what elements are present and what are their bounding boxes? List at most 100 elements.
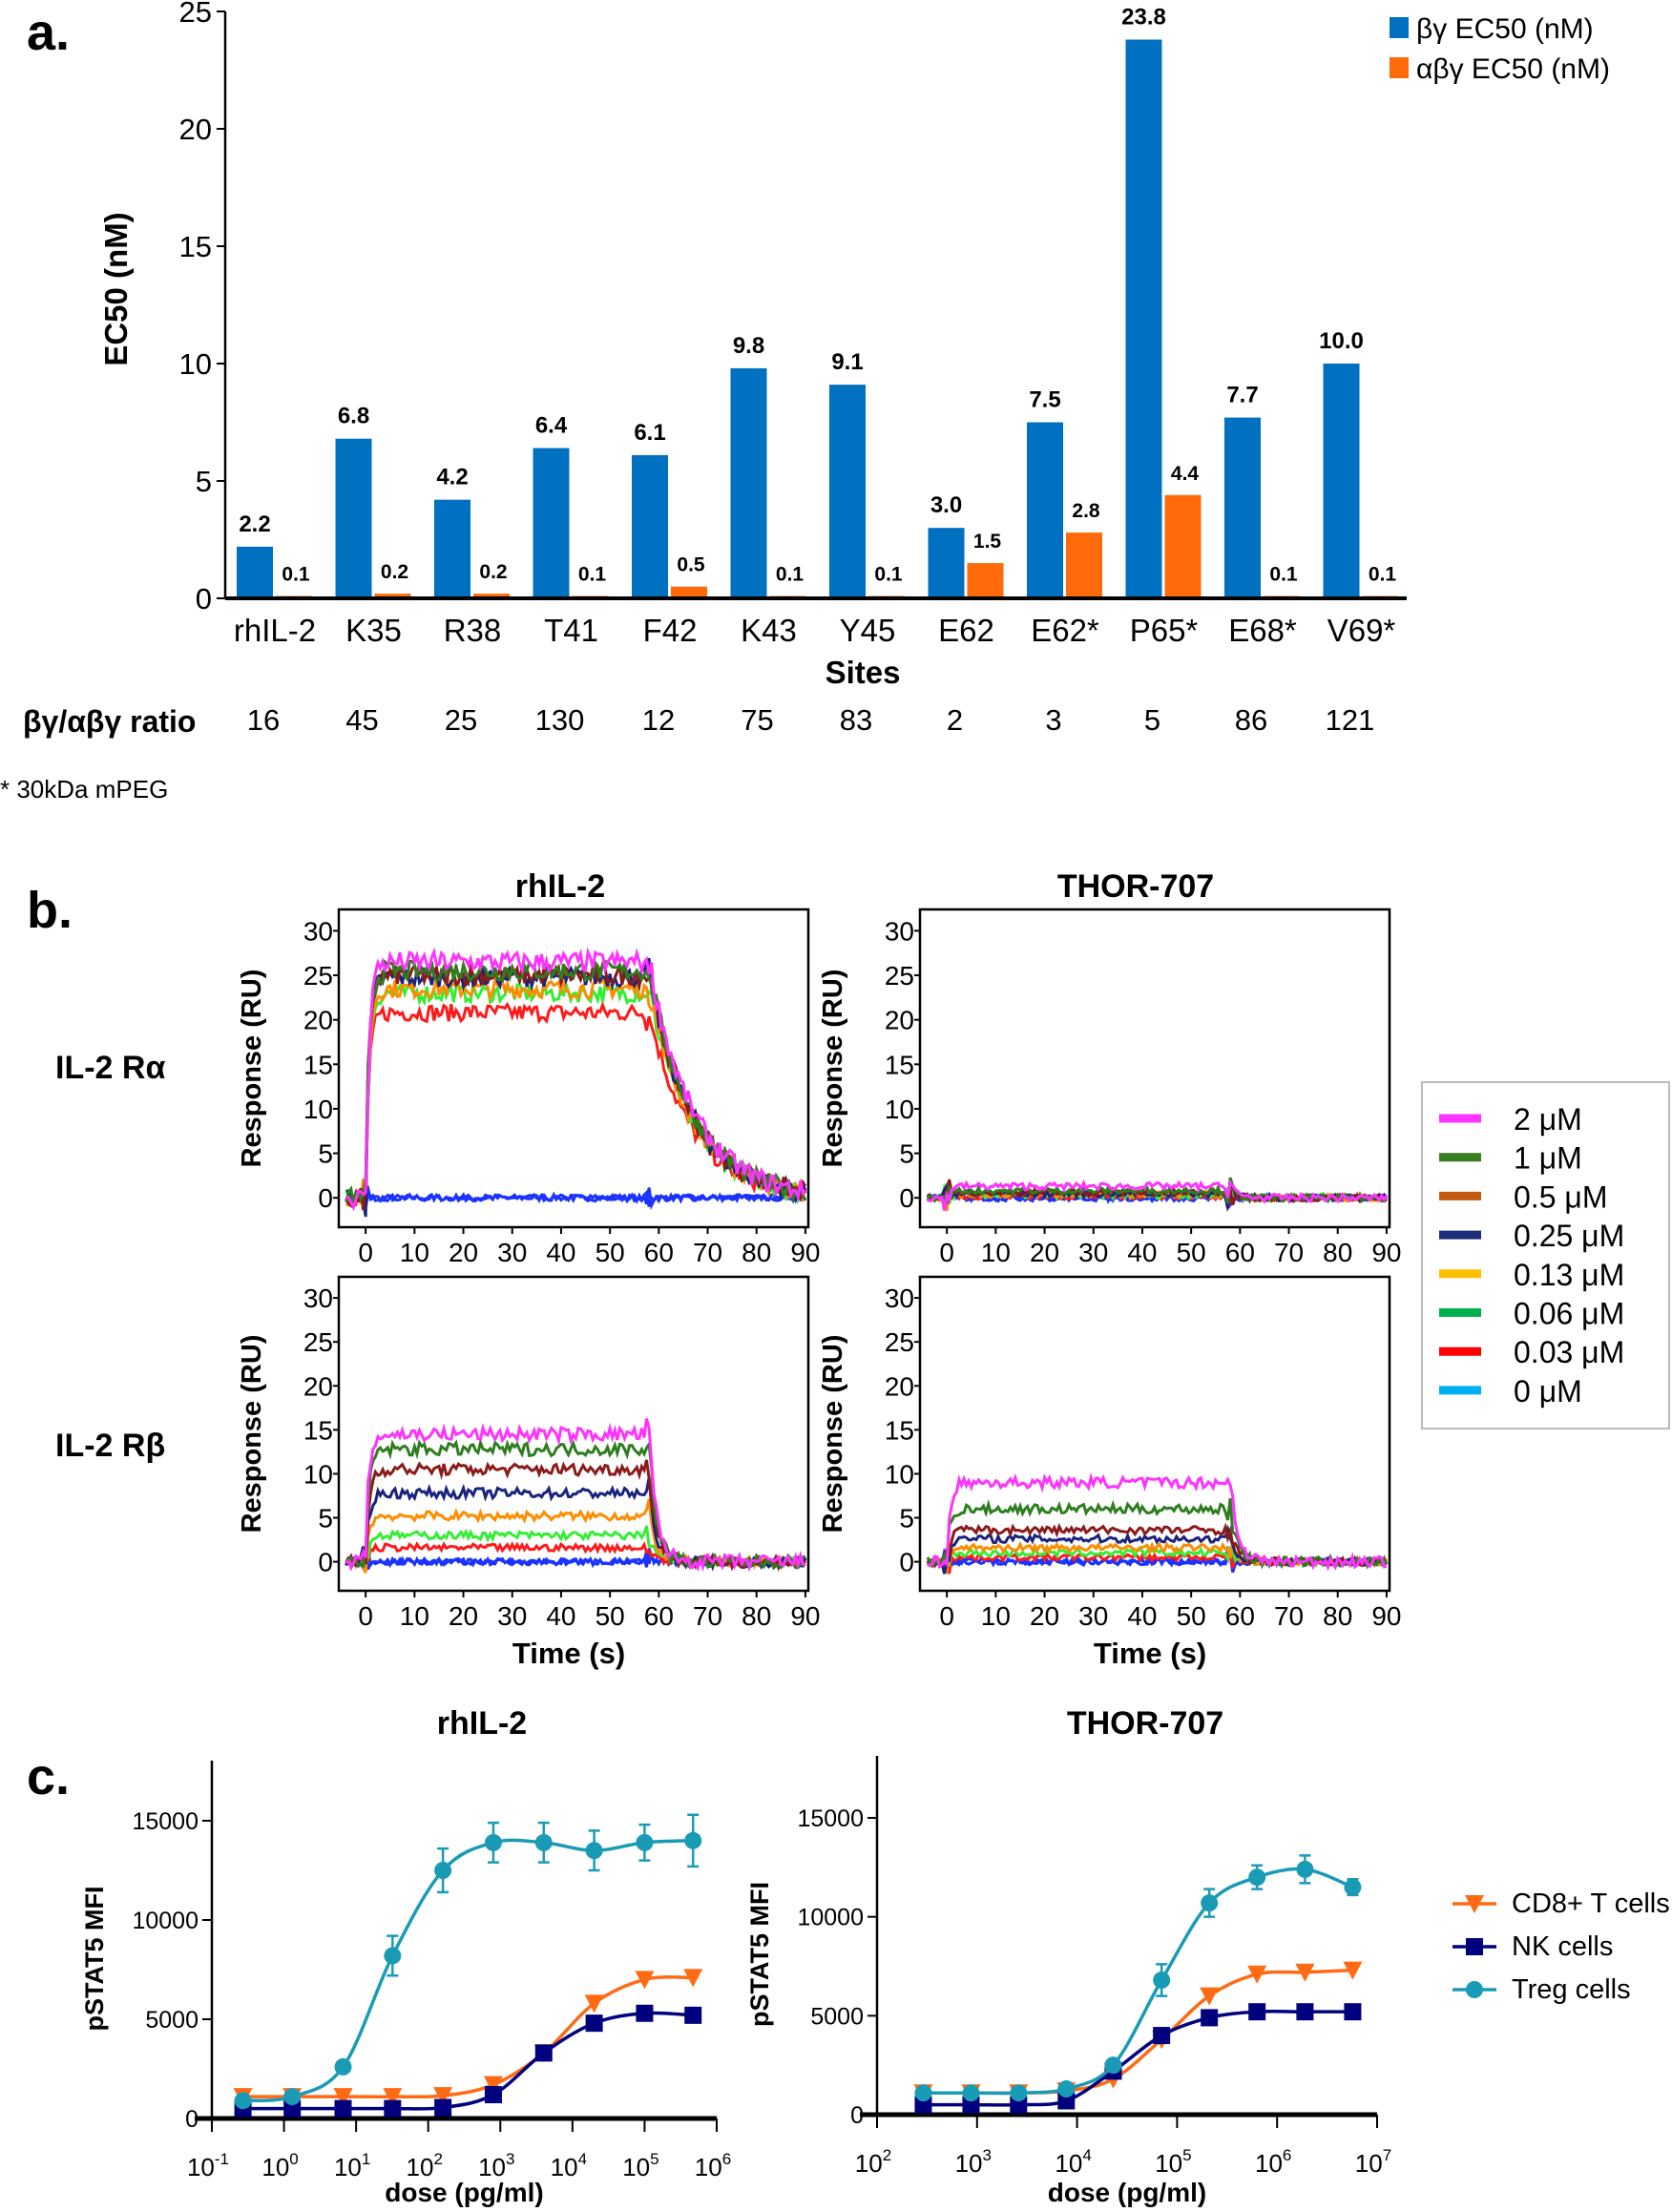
- ratio-value: 25: [445, 703, 477, 737]
- data-label-aby: 1.5: [973, 531, 1002, 553]
- y-tick-label: 15: [179, 230, 212, 263]
- data-label-aby: 0.1: [874, 564, 903, 586]
- bar-by-ec50: [335, 438, 372, 598]
- x-tick-label: 10: [400, 1601, 429, 1631]
- y-tick-label: 10000: [797, 1905, 864, 1931]
- x-tick-base: 10: [1055, 2149, 1082, 2178]
- x-tick-exponent: 5: [1182, 2146, 1191, 2164]
- legend-marker-circle: [1466, 1981, 1483, 1998]
- ratio-value: 83: [840, 703, 872, 737]
- bar-by-ec50: [829, 385, 866, 598]
- x-tick-label: 90: [1371, 1238, 1401, 1267]
- x-tick-label: 40: [546, 1601, 575, 1631]
- ratio-value: 45: [345, 703, 378, 737]
- x-tick-label: 10: [981, 1238, 1011, 1267]
- x-tick-label: K43: [741, 613, 797, 648]
- data-point-circle: [684, 1831, 702, 1849]
- x-tick-label: 10-1: [187, 2150, 229, 2181]
- y-tick-label: 10: [885, 1095, 914, 1124]
- data-point-square: [1201, 2009, 1219, 2027]
- ratio-row-label: βγ/αβγ ratio: [23, 704, 196, 739]
- x-tick-label: 101: [334, 2150, 370, 2181]
- data-label-by: 7.5: [1029, 387, 1060, 413]
- data-point-circle: [1248, 1868, 1266, 1887]
- x-tick-label: 104: [551, 2150, 587, 2181]
- x-tick-label: 70: [693, 1238, 722, 1267]
- y-axis-label: pSTAT5 MFI: [745, 1882, 774, 2027]
- x-tick-label: 90: [790, 1238, 820, 1267]
- y-tick-label: 5: [899, 1139, 914, 1169]
- sensorgram-trace: [345, 1418, 805, 1573]
- x-tick-exponent: 4: [1082, 2146, 1091, 2164]
- x-axis-label: Time (s): [1094, 1637, 1206, 1670]
- sensorgram-trace: [926, 1498, 1389, 1570]
- data-point-square: [534, 2044, 553, 2062]
- fit-curve-nk-cells: [923, 2009, 1353, 2107]
- x-tick-base: 10: [695, 2153, 722, 2181]
- y-tick-label: 20: [303, 1371, 333, 1401]
- y-tick-label: 15: [303, 1415, 333, 1445]
- y-tick-label: 5: [318, 1139, 333, 1169]
- fit-curve-nk-cells: [242, 2011, 694, 2111]
- legend-label: 2 μM: [1514, 1102, 1582, 1137]
- x-axis-label: dose (pg/ml): [385, 2178, 543, 2207]
- bar-by-ec50: [533, 448, 570, 598]
- data-point-circle: [1344, 1878, 1362, 1896]
- bar-by-ec50: [1125, 39, 1162, 598]
- ratio-value: 12: [642, 703, 675, 737]
- y-tick-label: 5000: [810, 2003, 864, 2030]
- data-point-square: [384, 2099, 402, 2118]
- x-tick-label: 0: [358, 1238, 373, 1267]
- legend-marker-square: [1466, 1938, 1483, 1955]
- data-point-triangle: [333, 2088, 353, 2107]
- y-tick-label: 20: [885, 1006, 914, 1035]
- data-point-square: [1153, 2027, 1171, 2045]
- plot-frame: [918, 1275, 1391, 1593]
- legend-label: αβγ EC50 (nM): [1416, 53, 1610, 85]
- x-tick-label: 106: [695, 2150, 731, 2181]
- data-label-aby: 2.8: [1072, 500, 1100, 522]
- x-tick-label: 10: [981, 1601, 1011, 1631]
- data-point-square: [283, 2099, 302, 2118]
- data-label-by: 4.2: [436, 465, 468, 490]
- data-point-circle: [334, 2057, 352, 2076]
- x-tick-base: 10: [622, 2153, 650, 2181]
- y-tick-label: 0: [185, 2106, 199, 2133]
- x-tick-label: V69*: [1327, 613, 1396, 648]
- sensorgram-trace: [927, 1179, 1389, 1211]
- x-tick-label: 50: [1177, 1238, 1206, 1267]
- plot-frame: [337, 908, 810, 1229]
- x-tick-exponent: 2: [433, 2150, 442, 2168]
- x-tick-label: 103: [478, 2150, 514, 2181]
- y-tick-label: 0: [318, 1548, 333, 1577]
- bar-by-ec50: [434, 499, 470, 598]
- bar-aby-ec50: [473, 594, 510, 598]
- data-point-circle: [962, 2084, 980, 2102]
- ratio-value: 86: [1235, 703, 1267, 737]
- spr-plot-2: 0 5 10 15 20 25 30 0 10 20 30 40 50 60 70 80 90 Response …: [818, 908, 1402, 1267]
- y-tick-label: 10000: [132, 1908, 199, 1934]
- y-tick-label: 20: [179, 113, 212, 146]
- data-point-circle: [914, 2084, 932, 2102]
- data-label-aby: 0.2: [479, 561, 507, 583]
- y-tick-label: 5: [899, 1504, 914, 1534]
- column-title: THOR-707: [1057, 868, 1214, 905]
- row-label: IL-2 Rβ: [55, 1428, 165, 1464]
- x-tick-label: 0: [358, 1601, 373, 1631]
- data-label-aby: 0.1: [1269, 564, 1298, 586]
- fit-curve-treg-cells: [242, 1838, 694, 2103]
- x-tick-base: 10: [187, 2153, 215, 2181]
- fit-curve-cd8-t-cells: [242, 1975, 694, 2099]
- data-label-by: 3.0: [930, 492, 962, 518]
- x-tick-label: 70: [1274, 1238, 1304, 1267]
- data-point-triangle: [635, 1971, 655, 1990]
- legend-label: 1 μM: [1514, 1141, 1582, 1176]
- y-tick-label: 30: [303, 1283, 333, 1313]
- x-tick-label: 107: [1355, 2146, 1391, 2178]
- spr-plot-3: 0 5 10 15 20 25 30 0 10 20 30 40 50 60 70 80 90 Response …: [237, 1275, 821, 1670]
- data-point-square: [684, 2006, 702, 2024]
- sensorgram-trace: [927, 1522, 1388, 1570]
- data-point-triangle: [584, 1994, 604, 2014]
